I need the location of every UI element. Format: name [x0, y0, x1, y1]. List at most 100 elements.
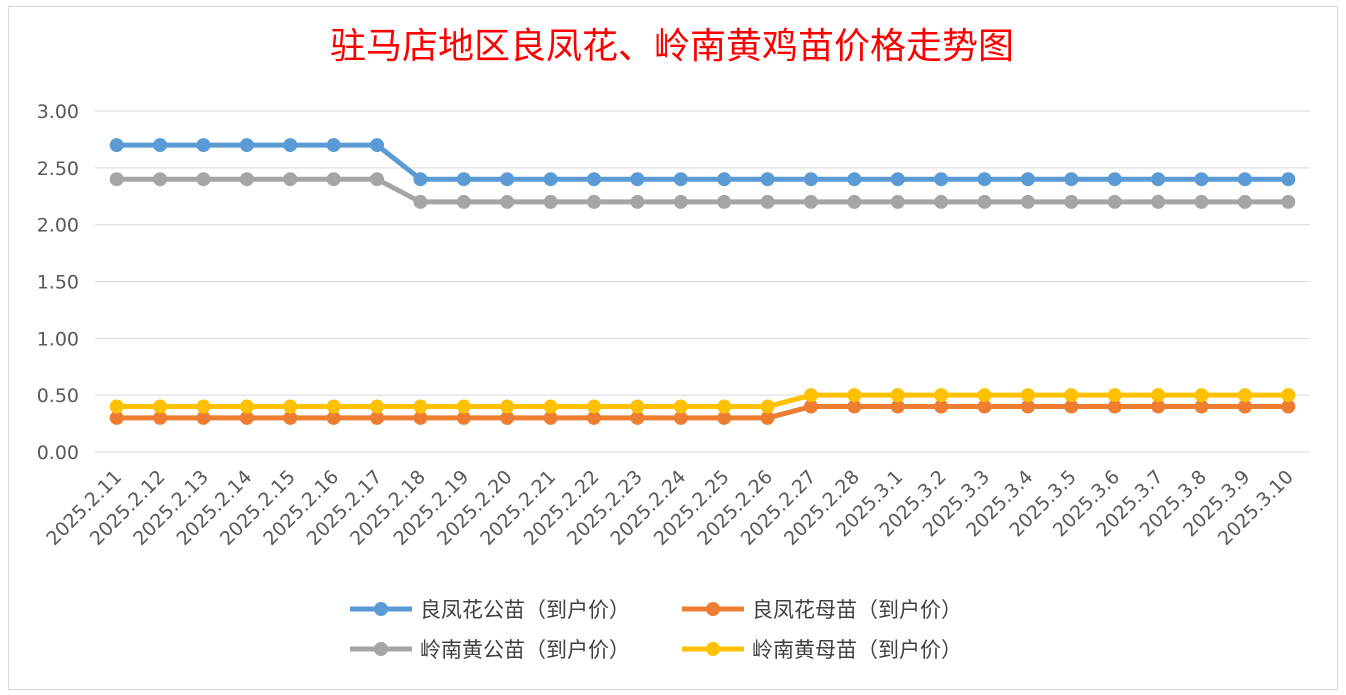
data-point — [977, 194, 992, 209]
data-point — [239, 410, 254, 425]
data-point — [239, 172, 254, 187]
data-point — [977, 172, 992, 187]
data-point — [326, 138, 341, 153]
data-point — [1237, 399, 1252, 414]
data-point — [1107, 194, 1122, 209]
legend-item[interactable]: 良凤花母苗（到户价） — [682, 598, 962, 622]
series-line — [114, 176, 1291, 205]
data-point — [760, 399, 775, 414]
y-tick-label: 0.00 — [37, 442, 79, 464]
data-point — [1151, 194, 1166, 209]
data-point — [977, 388, 992, 403]
data-point — [760, 410, 775, 425]
chart-frame[interactable] — [8, 6, 1338, 690]
data-point — [673, 194, 688, 209]
data-point — [239, 138, 254, 153]
legend-label: 岭南黄母苗（到户价） — [752, 638, 962, 662]
data-point — [1107, 399, 1122, 414]
data-point — [1020, 388, 1035, 403]
data-point — [326, 172, 341, 187]
data-point — [109, 172, 124, 187]
gridlines — [95, 110, 1310, 453]
data-point — [500, 194, 515, 209]
data-point — [673, 399, 688, 414]
data-point — [1020, 194, 1035, 209]
series-layer — [109, 138, 1296, 425]
x-axis-ticks: 2025.2.112025.2.122025.2.132025.2.142025… — [42, 466, 1298, 550]
series-1 — [109, 138, 1296, 187]
data-point — [196, 410, 211, 425]
data-point — [196, 399, 211, 414]
y-tick-label: 0.50 — [37, 385, 79, 407]
data-point — [1064, 388, 1079, 403]
data-point — [456, 410, 471, 425]
legend-item[interactable]: 良凤花公苗（到户价） — [350, 598, 630, 622]
data-point — [890, 194, 905, 209]
data-point — [803, 388, 818, 403]
data-point — [456, 194, 471, 209]
data-point — [717, 399, 732, 414]
data-point — [1281, 172, 1296, 187]
series-2 — [109, 399, 1296, 425]
data-point — [717, 410, 732, 425]
data-point — [673, 410, 688, 425]
data-point — [1281, 194, 1296, 209]
data-point — [847, 194, 862, 209]
data-point — [370, 410, 385, 425]
data-point — [803, 194, 818, 209]
data-point — [1194, 194, 1209, 209]
data-point — [803, 399, 818, 414]
series-3 — [109, 172, 1296, 209]
series-line — [114, 392, 1291, 410]
data-point — [934, 172, 949, 187]
data-point — [239, 399, 254, 414]
data-point — [847, 388, 862, 403]
data-point — [630, 172, 645, 187]
legend-label: 岭南黄公苗（到户价） — [420, 638, 630, 662]
legend-label: 良凤花公苗（到户价） — [420, 598, 630, 622]
data-point — [283, 138, 298, 153]
chart-title: 驻马店地区良凤花、岭南黄鸡苗价格走势图 — [330, 26, 1014, 67]
data-point — [1064, 172, 1079, 187]
data-point — [196, 138, 211, 153]
data-point — [630, 399, 645, 414]
data-point — [1020, 399, 1035, 414]
y-tick-label: 2.00 — [37, 215, 79, 237]
data-point — [283, 410, 298, 425]
data-point — [456, 172, 471, 187]
legend-item[interactable]: 岭南黄公苗（到户价） — [350, 638, 630, 662]
data-point — [1194, 388, 1209, 403]
data-point — [326, 410, 341, 425]
data-point — [543, 410, 558, 425]
data-point — [543, 172, 558, 187]
data-point — [326, 399, 341, 414]
legend-label: 良凤花母苗（到户价） — [752, 598, 962, 622]
data-point — [977, 399, 992, 414]
data-point — [760, 172, 775, 187]
data-point — [370, 399, 385, 414]
data-point — [673, 172, 688, 187]
data-point — [543, 194, 558, 209]
data-point — [587, 194, 602, 209]
data-point — [847, 172, 862, 187]
data-point — [1151, 388, 1166, 403]
legend: 良凤花公苗（到户价） 良凤花母苗（到户价） 岭南黄公苗（到户价） 岭南黄母苗（到户价） — [350, 598, 962, 662]
y-axis-ticks: 0.00 0.50 1.00 1.50 2.00 2.50 3.00 — [37, 101, 79, 464]
legend-marker-icon — [706, 602, 720, 616]
data-point — [1107, 388, 1122, 403]
data-point — [109, 138, 124, 153]
data-point — [1237, 194, 1252, 209]
data-point — [630, 194, 645, 209]
data-point — [543, 399, 558, 414]
data-point — [1064, 194, 1079, 209]
legend-item[interactable]: 岭南黄母苗（到户价） — [682, 638, 962, 662]
data-point — [370, 138, 385, 153]
legend-marker-icon — [374, 642, 388, 656]
data-point — [890, 172, 905, 187]
data-point — [283, 172, 298, 187]
data-point — [500, 172, 515, 187]
data-point — [847, 399, 862, 414]
data-point — [1237, 172, 1252, 187]
data-point — [413, 194, 428, 209]
